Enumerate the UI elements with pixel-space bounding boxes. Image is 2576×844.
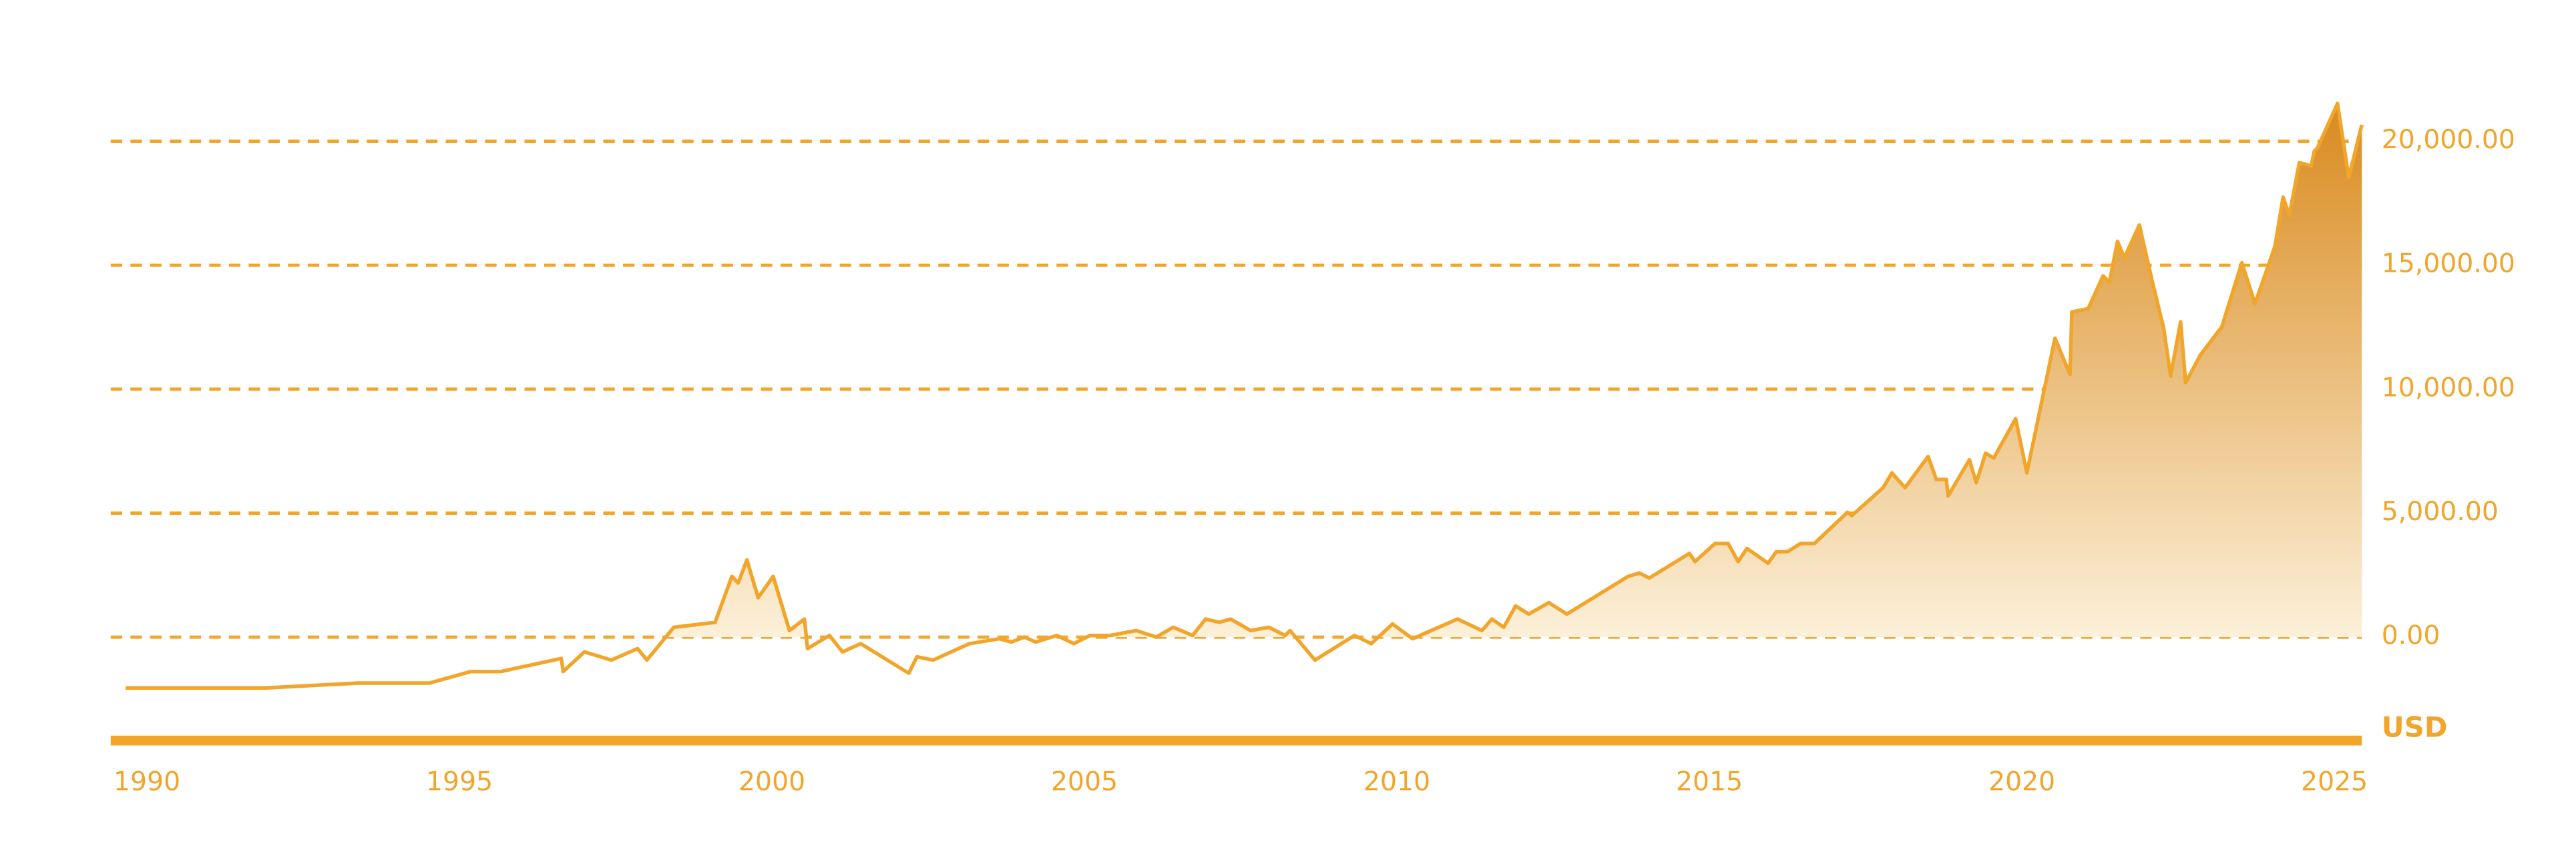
x-tick-label: 2010 <box>1363 767 1430 797</box>
x-tick-label: 2005 <box>1051 767 1118 797</box>
line <box>126 101 2364 690</box>
area-fill <box>126 103 2362 638</box>
y-tick-label: 15,000.00 <box>2382 248 2515 279</box>
y-tick-label: 0.00 <box>2382 620 2440 651</box>
y-tick-label: 10,000.00 <box>2382 372 2515 403</box>
x-tick-label: 2025 <box>2301 767 2368 797</box>
y-tick-label: 5,000.00 <box>2382 496 2499 527</box>
x-axis-bar <box>110 735 2362 746</box>
x-tick-label: 1990 <box>114 767 180 797</box>
x-tick-label: 2000 <box>738 767 805 797</box>
y-tick-label: 20,000.00 <box>2382 124 2515 155</box>
x-tick-label: 1995 <box>426 767 493 797</box>
unit-label: USD <box>2382 710 2448 743</box>
x-tick-label: 2015 <box>1676 767 1743 797</box>
x-tick-label: 2020 <box>1988 767 2055 797</box>
